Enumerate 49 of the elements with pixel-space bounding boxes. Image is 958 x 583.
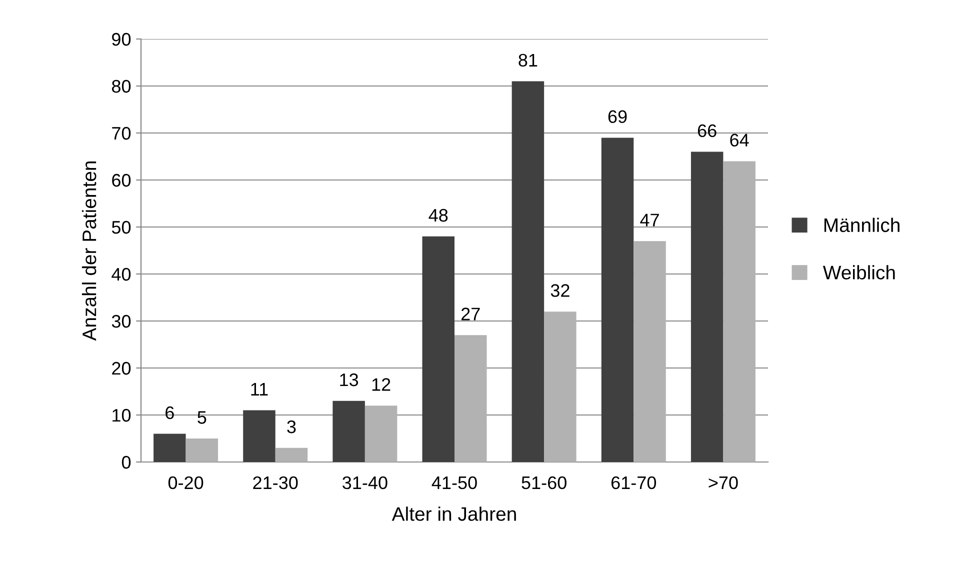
legend-label: Männlich: [824, 218, 900, 232]
data-label: 27: [461, 308, 480, 320]
data-label: 48: [428, 208, 448, 222]
y-tick-label: 30: [112, 314, 131, 328]
bar: [454, 335, 487, 462]
x-axis-title: Alter in Jahren: [392, 506, 516, 521]
data-label: 13: [340, 373, 358, 386]
data-label: 32: [550, 284, 570, 297]
x-tick-label: 51-60: [522, 476, 566, 490]
x-tick-label: >70: [708, 476, 738, 490]
bar: [690, 152, 724, 462]
bar: [243, 410, 276, 462]
bar: [332, 400, 365, 462]
y-tick-label: 60: [112, 174, 131, 187]
y-tick-label: 10: [112, 408, 131, 422]
data-label: 47: [640, 214, 659, 226]
y-tick-label: 50: [112, 220, 131, 234]
y-tick-label: 80: [112, 80, 131, 93]
bar: [186, 438, 218, 462]
bar: [512, 81, 544, 462]
bar: [544, 312, 576, 462]
y-tick-label: 20: [112, 362, 131, 375]
x-tick-label: 41-50: [432, 476, 477, 490]
bar: [364, 406, 398, 462]
data-label: 66: [698, 124, 716, 138]
data-label: 12: [372, 378, 390, 391]
bar: [154, 434, 186, 462]
bar: [634, 241, 666, 462]
bar: [275, 448, 308, 462]
data-label: 5: [198, 411, 206, 424]
x-tick-label: 0-20: [168, 476, 204, 490]
data-label: 11: [251, 383, 268, 396]
legend-label: Weiblich: [822, 265, 895, 280]
data-label: 3: [287, 420, 296, 434]
bar: [601, 138, 634, 462]
y-tick-label: 0: [122, 456, 131, 469]
x-tick-label: 21-30: [253, 476, 298, 490]
y-tick-label: 90: [112, 32, 131, 46]
data-label: 64: [730, 134, 749, 147]
x-tick-label: 31-40: [342, 476, 388, 490]
bar: [723, 161, 756, 462]
data-label: 69: [608, 110, 627, 124]
y-tick-label: 70: [112, 126, 131, 140]
data-label: 6: [166, 406, 174, 420]
y-tick-label: 40: [112, 268, 131, 281]
bar: [422, 236, 454, 462]
y-axis-title: Anzahl der Patienten: [82, 161, 96, 341]
data-label: 81: [518, 54, 538, 67]
x-tick-label: 61-70: [611, 476, 656, 490]
